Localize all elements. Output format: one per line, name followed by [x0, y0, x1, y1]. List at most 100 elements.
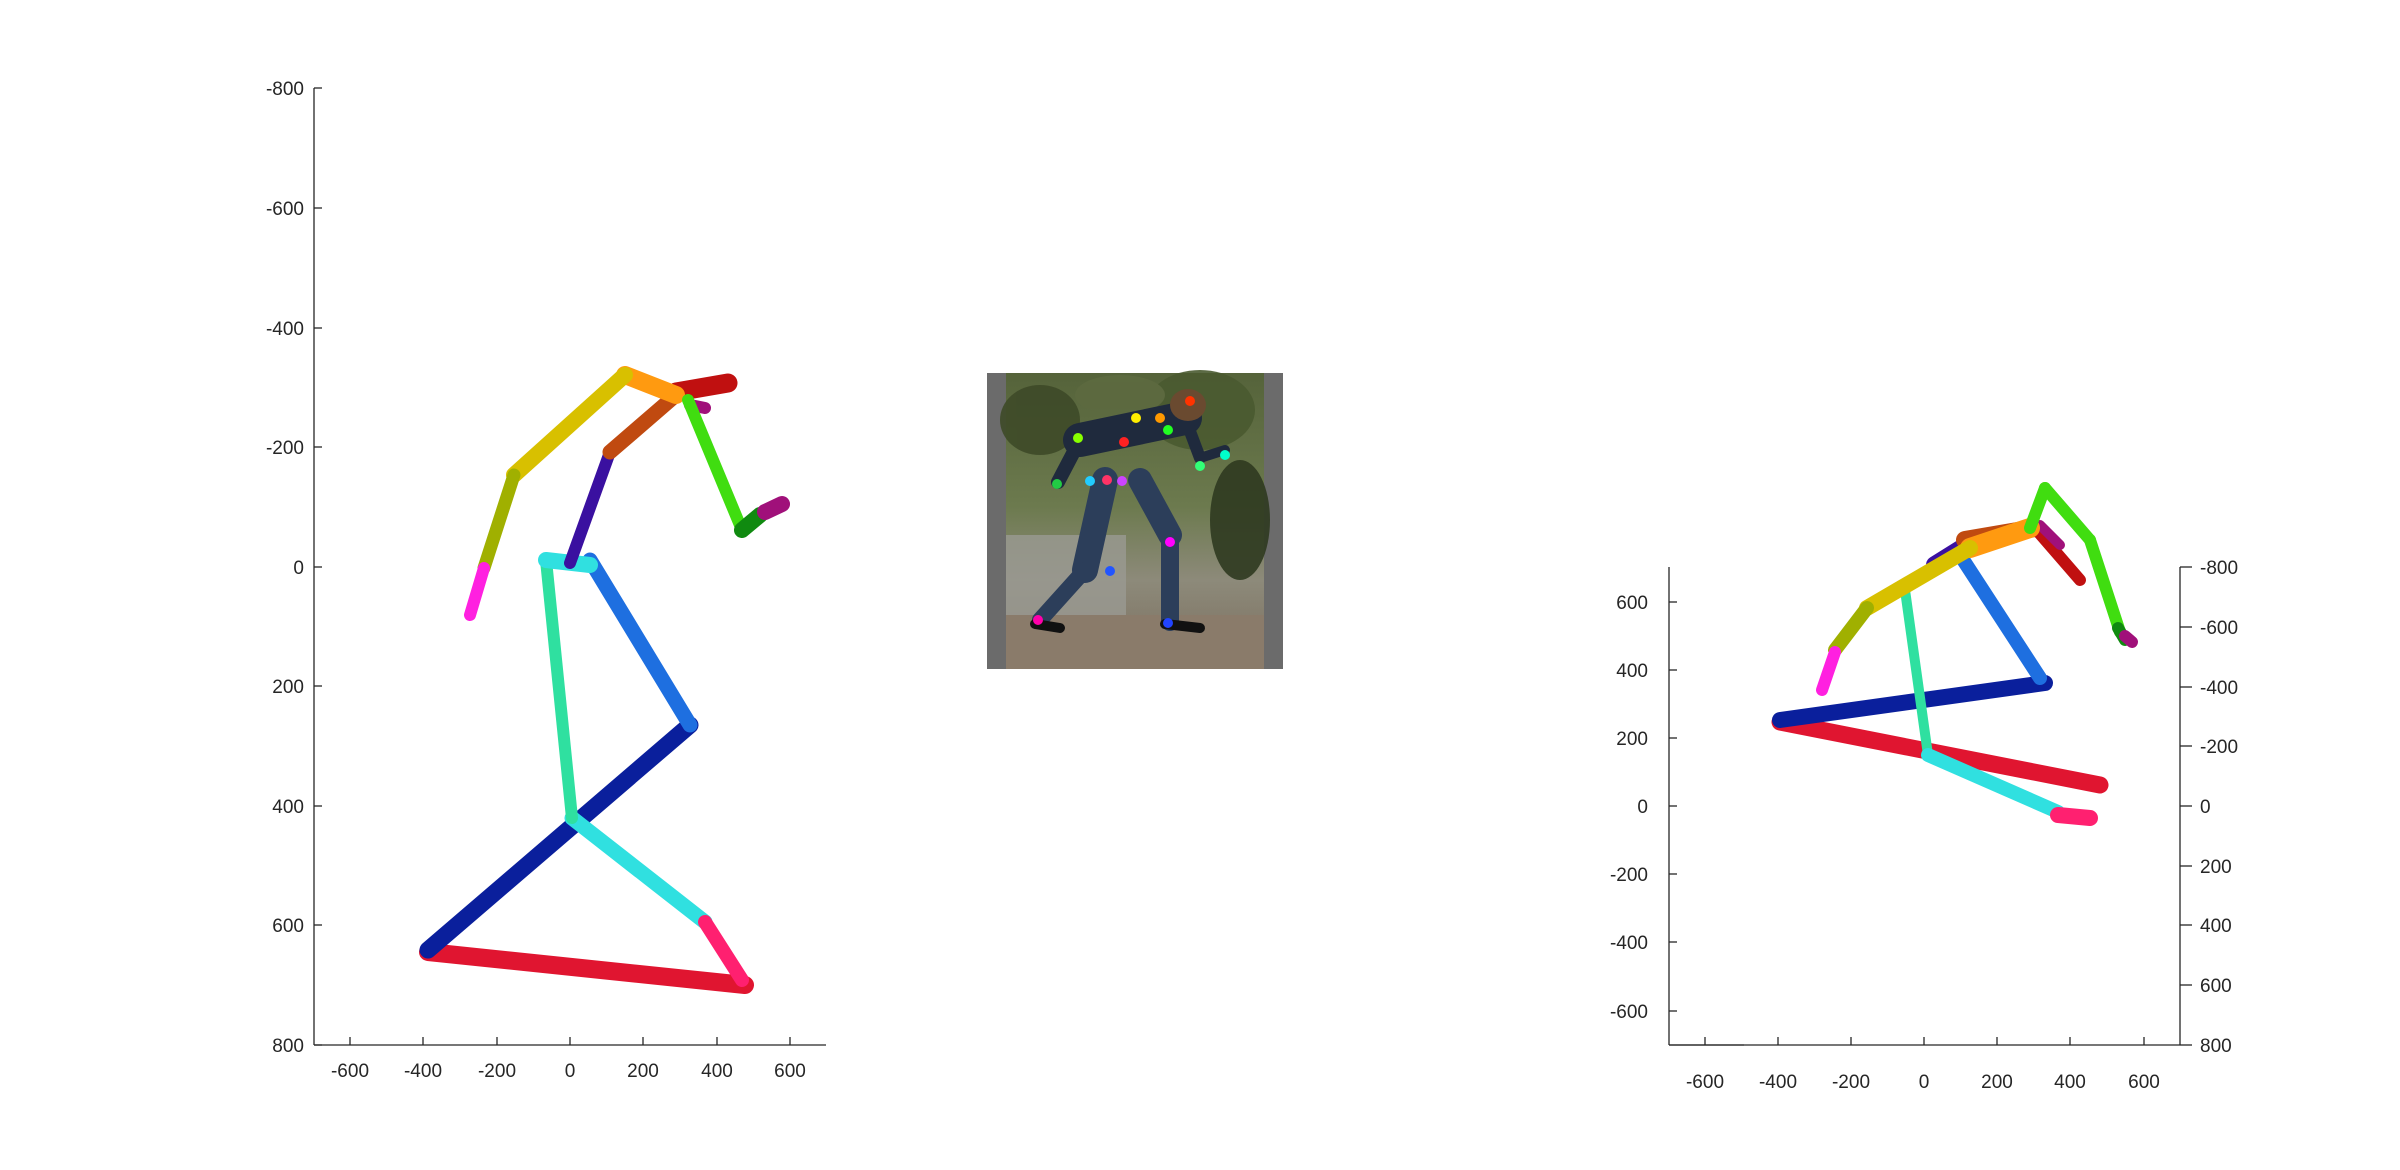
bone-forearm-green — [2024, 482, 2051, 534]
person-silhouette — [1030, 401, 1230, 633]
left-y-tick-label: -600 — [266, 199, 304, 220]
bone-forearm-green-c — [2084, 534, 2126, 638]
bone-hand — [1816, 646, 1841, 696]
right-pose-plot: 600 400 200 0 -200 -400 -600 -800 -600 -… — [1610, 482, 2238, 1093]
right-right-y-tick-label: -600 — [2200, 618, 2238, 639]
right-left-y-tick-label: -600 — [1610, 1002, 1648, 1023]
bone-forearm-green — [682, 394, 748, 536]
keypoint — [1165, 537, 1175, 547]
left-skeleton — [419, 366, 790, 994]
keypoint — [1131, 413, 1141, 423]
left-y-ticks: -800 -600 -400 -200 0 200 400 600 800 — [266, 79, 322, 1057]
left-x-tick-label: 600 — [774, 1061, 806, 1082]
left-x-tick-label: 0 — [565, 1061, 576, 1082]
right-x-ticks: -600 -400 -200 0 200 400 600 — [1686, 1037, 2160, 1093]
left-x-tick-label: 400 — [701, 1061, 733, 1082]
right-right-y-tick-label: 400 — [2200, 916, 2232, 937]
right-left-y-ticks: 600 400 200 0 -200 -400 -600 — [1610, 593, 1677, 1023]
bone-arm-lower — [1828, 601, 1874, 657]
keypoint — [1052, 479, 1062, 489]
bone-leg-b-upper — [1921, 748, 2065, 819]
bone-hand — [464, 562, 490, 621]
right-right-y-tick-label: 800 — [2200, 1036, 2232, 1057]
right-right-y-tick-label: 600 — [2200, 976, 2232, 997]
bone-pelvis-right — [419, 716, 699, 959]
keypoint — [1102, 475, 1112, 485]
bone-head — [2029, 522, 2086, 586]
bone-pelvis-left — [419, 943, 754, 994]
left-x-tick-label: -200 — [478, 1061, 516, 1082]
bone-arm-upper — [506, 367, 633, 483]
left-pose-plot: -800 -600 -400 -200 0 200 400 600 800 -6… — [266, 79, 826, 1082]
bone-spine — [540, 554, 578, 824]
bone-head-side — [2035, 520, 2065, 550]
left-y-tick-label: -200 — [266, 438, 304, 459]
keypoint — [1163, 425, 1173, 435]
right-left-y-tick-label: -200 — [1610, 865, 1648, 886]
right-left-y-tick-label: 0 — [1637, 797, 1648, 818]
keypoint — [1155, 413, 1165, 423]
input-photo — [987, 370, 1283, 669]
right-x-tick-label: 0 — [1919, 1072, 1930, 1093]
bone-arm-lower — [477, 468, 521, 575]
bone-arm-upper — [1859, 540, 1978, 616]
keypoint — [1220, 450, 1230, 460]
right-x-tick-label: 400 — [2054, 1072, 2086, 1093]
bone-head — [666, 373, 738, 402]
bone-shoulder — [616, 366, 685, 404]
keypoint — [1033, 615, 1043, 625]
left-y-tick-label: 800 — [272, 1036, 304, 1057]
bone-hand-green — [734, 507, 768, 538]
bone-hand-end — [2119, 630, 2138, 648]
right-right-y-tick-label: 0 — [2200, 797, 2211, 818]
right-x-tick-label: 200 — [1981, 1072, 2013, 1093]
bone-leg-b-upper — [564, 810, 713, 930]
bone-pelvis-right — [1772, 675, 2053, 728]
right-x-tick-label: 600 — [2128, 1072, 2160, 1093]
keypoints — [1033, 396, 1230, 628]
right-right-y-tick-label: -800 — [2200, 558, 2238, 579]
left-y-tick-label: 600 — [272, 916, 304, 937]
right-right-y-tick-label: 200 — [2200, 857, 2232, 878]
right-x-tick-label: -600 — [1686, 1072, 1724, 1093]
right-right-y-ticks: -800 -600 -400 -200 0 200 400 600 800 — [2180, 558, 2238, 1057]
left-x-tick-label: 200 — [627, 1061, 659, 1082]
right-left-y-tick-label: 600 — [1616, 593, 1648, 614]
left-y-tick-label: -800 — [266, 79, 304, 100]
bone-spine-upper — [564, 446, 616, 569]
keypoint — [1117, 476, 1127, 486]
left-x-tick-label: -400 — [404, 1061, 442, 1082]
bone-arm-green-b — [2039, 482, 2096, 546]
bone-foot-b — [698, 915, 749, 987]
bone-shoulder — [1960, 518, 2040, 558]
right-right-y-tick-label: -400 — [2200, 678, 2238, 699]
keypoint — [1105, 566, 1115, 576]
right-left-y-tick-label: 200 — [1616, 729, 1648, 750]
right-axes — [1668, 567, 2181, 1046]
bone-hand-end — [757, 496, 790, 520]
bone-spine — [1900, 585, 1933, 760]
bone-leg-a-upper — [1953, 548, 2047, 685]
left-x-tick-label: -600 — [331, 1061, 369, 1082]
right-left-y-tick-label: -400 — [1610, 933, 1648, 954]
right-skeleton — [1771, 482, 2138, 826]
keypoint — [1119, 437, 1129, 447]
keypoint — [1073, 433, 1083, 443]
bone-foot-b — [2050, 807, 2098, 826]
bone-neck — [602, 387, 684, 460]
right-x-tick-label: -400 — [1759, 1072, 1797, 1093]
left-y-tick-label: -400 — [266, 319, 304, 340]
right-x-tick-label: -200 — [1832, 1072, 1870, 1093]
keypoint — [1185, 396, 1195, 406]
keypoint — [1085, 476, 1095, 486]
bone-leg-a-upper — [582, 552, 698, 733]
left-y-tick-label: 400 — [272, 797, 304, 818]
keypoint — [1195, 461, 1205, 471]
left-x-ticks: -600 -400 -200 0 200 400 600 — [331, 1037, 806, 1082]
keypoint — [1163, 618, 1173, 628]
right-left-y-tick-label: 400 — [1616, 661, 1648, 682]
right-right-y-tick-label: -200 — [2200, 737, 2238, 758]
left-y-tick-label: 200 — [272, 677, 304, 698]
left-y-tick-label: 0 — [293, 558, 304, 579]
